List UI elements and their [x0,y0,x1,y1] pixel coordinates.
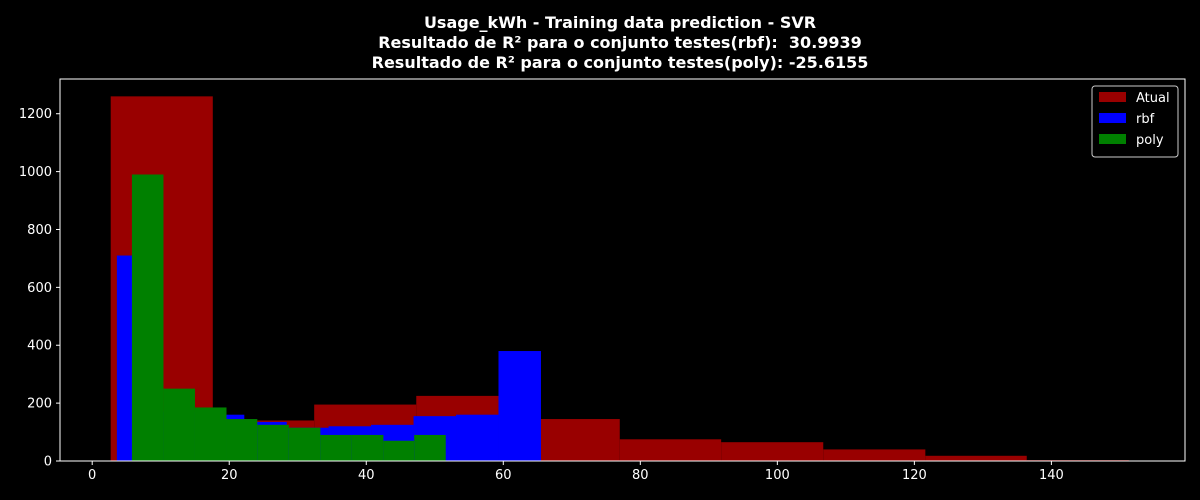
bar-rbf-9 [498,351,541,461]
bar-poly-6 [320,434,352,461]
x-tick-label: 140 [1039,468,1064,483]
bar-poly-9 [414,434,446,461]
x-axis: 0 20 40 60 80 100 120 140 [88,461,1064,483]
chart-title-block: Usage_kWh - Training data prediction - S… [0,13,1200,73]
x-tick-label: 80 [632,468,649,483]
y-tick-label: 400 [27,339,52,354]
y-tick-label: 1200 [19,107,52,122]
y-axis: 0 200 400 600 800 1000 1200 [19,107,60,470]
bar-poly-2 [194,407,227,461]
bar-poly-4 [257,424,289,461]
y-tick-label: 800 [27,223,52,238]
bar-poly-1 [163,388,195,461]
legend-label-poly: poly [1136,133,1164,148]
y-tick-label: 1000 [19,165,52,180]
x-tick-label: 40 [358,468,375,483]
chart-title: Usage_kWh - Training data prediction - S… [423,13,817,32]
bar-rbf-8 [456,414,499,461]
y-tick-label: 0 [44,455,52,470]
y-tick-label: 600 [27,281,52,296]
bar-poly-3 [226,419,258,461]
x-tick-label: 100 [765,468,790,483]
chart-subtitle-rbf: Resultado de R² para o conjunto testes(r… [378,33,862,52]
chart-subtitle-poly: Resultado de R² para o conjunto testes(p… [371,53,869,72]
bars-layer [110,96,1129,462]
legend-label-rbf: rbf [1136,112,1155,127]
legend-label-atual: Atual [1136,91,1170,106]
bar-atual-5 [619,439,722,461]
legend: Atual rbf poly [1091,85,1179,158]
bar-poly-0 [131,174,164,461]
bar-poly-8 [383,440,415,461]
x-tick-label: 60 [495,468,512,483]
bar-poly-7 [351,434,384,461]
bar-poly-5 [288,427,321,461]
x-tick-label: 0 [88,468,96,483]
legend-swatch-atual [1099,92,1126,102]
axes-frame [59,78,1186,462]
bar-atual-6 [721,442,824,461]
x-tick-label: 20 [221,468,238,483]
bar-atual-7 [823,449,926,461]
legend-swatch-rbf [1099,113,1126,123]
bar-atual-8 [925,455,1027,461]
y-tick-label: 200 [27,397,52,412]
legend-swatch-poly [1099,134,1126,144]
x-tick-label: 120 [902,468,927,483]
